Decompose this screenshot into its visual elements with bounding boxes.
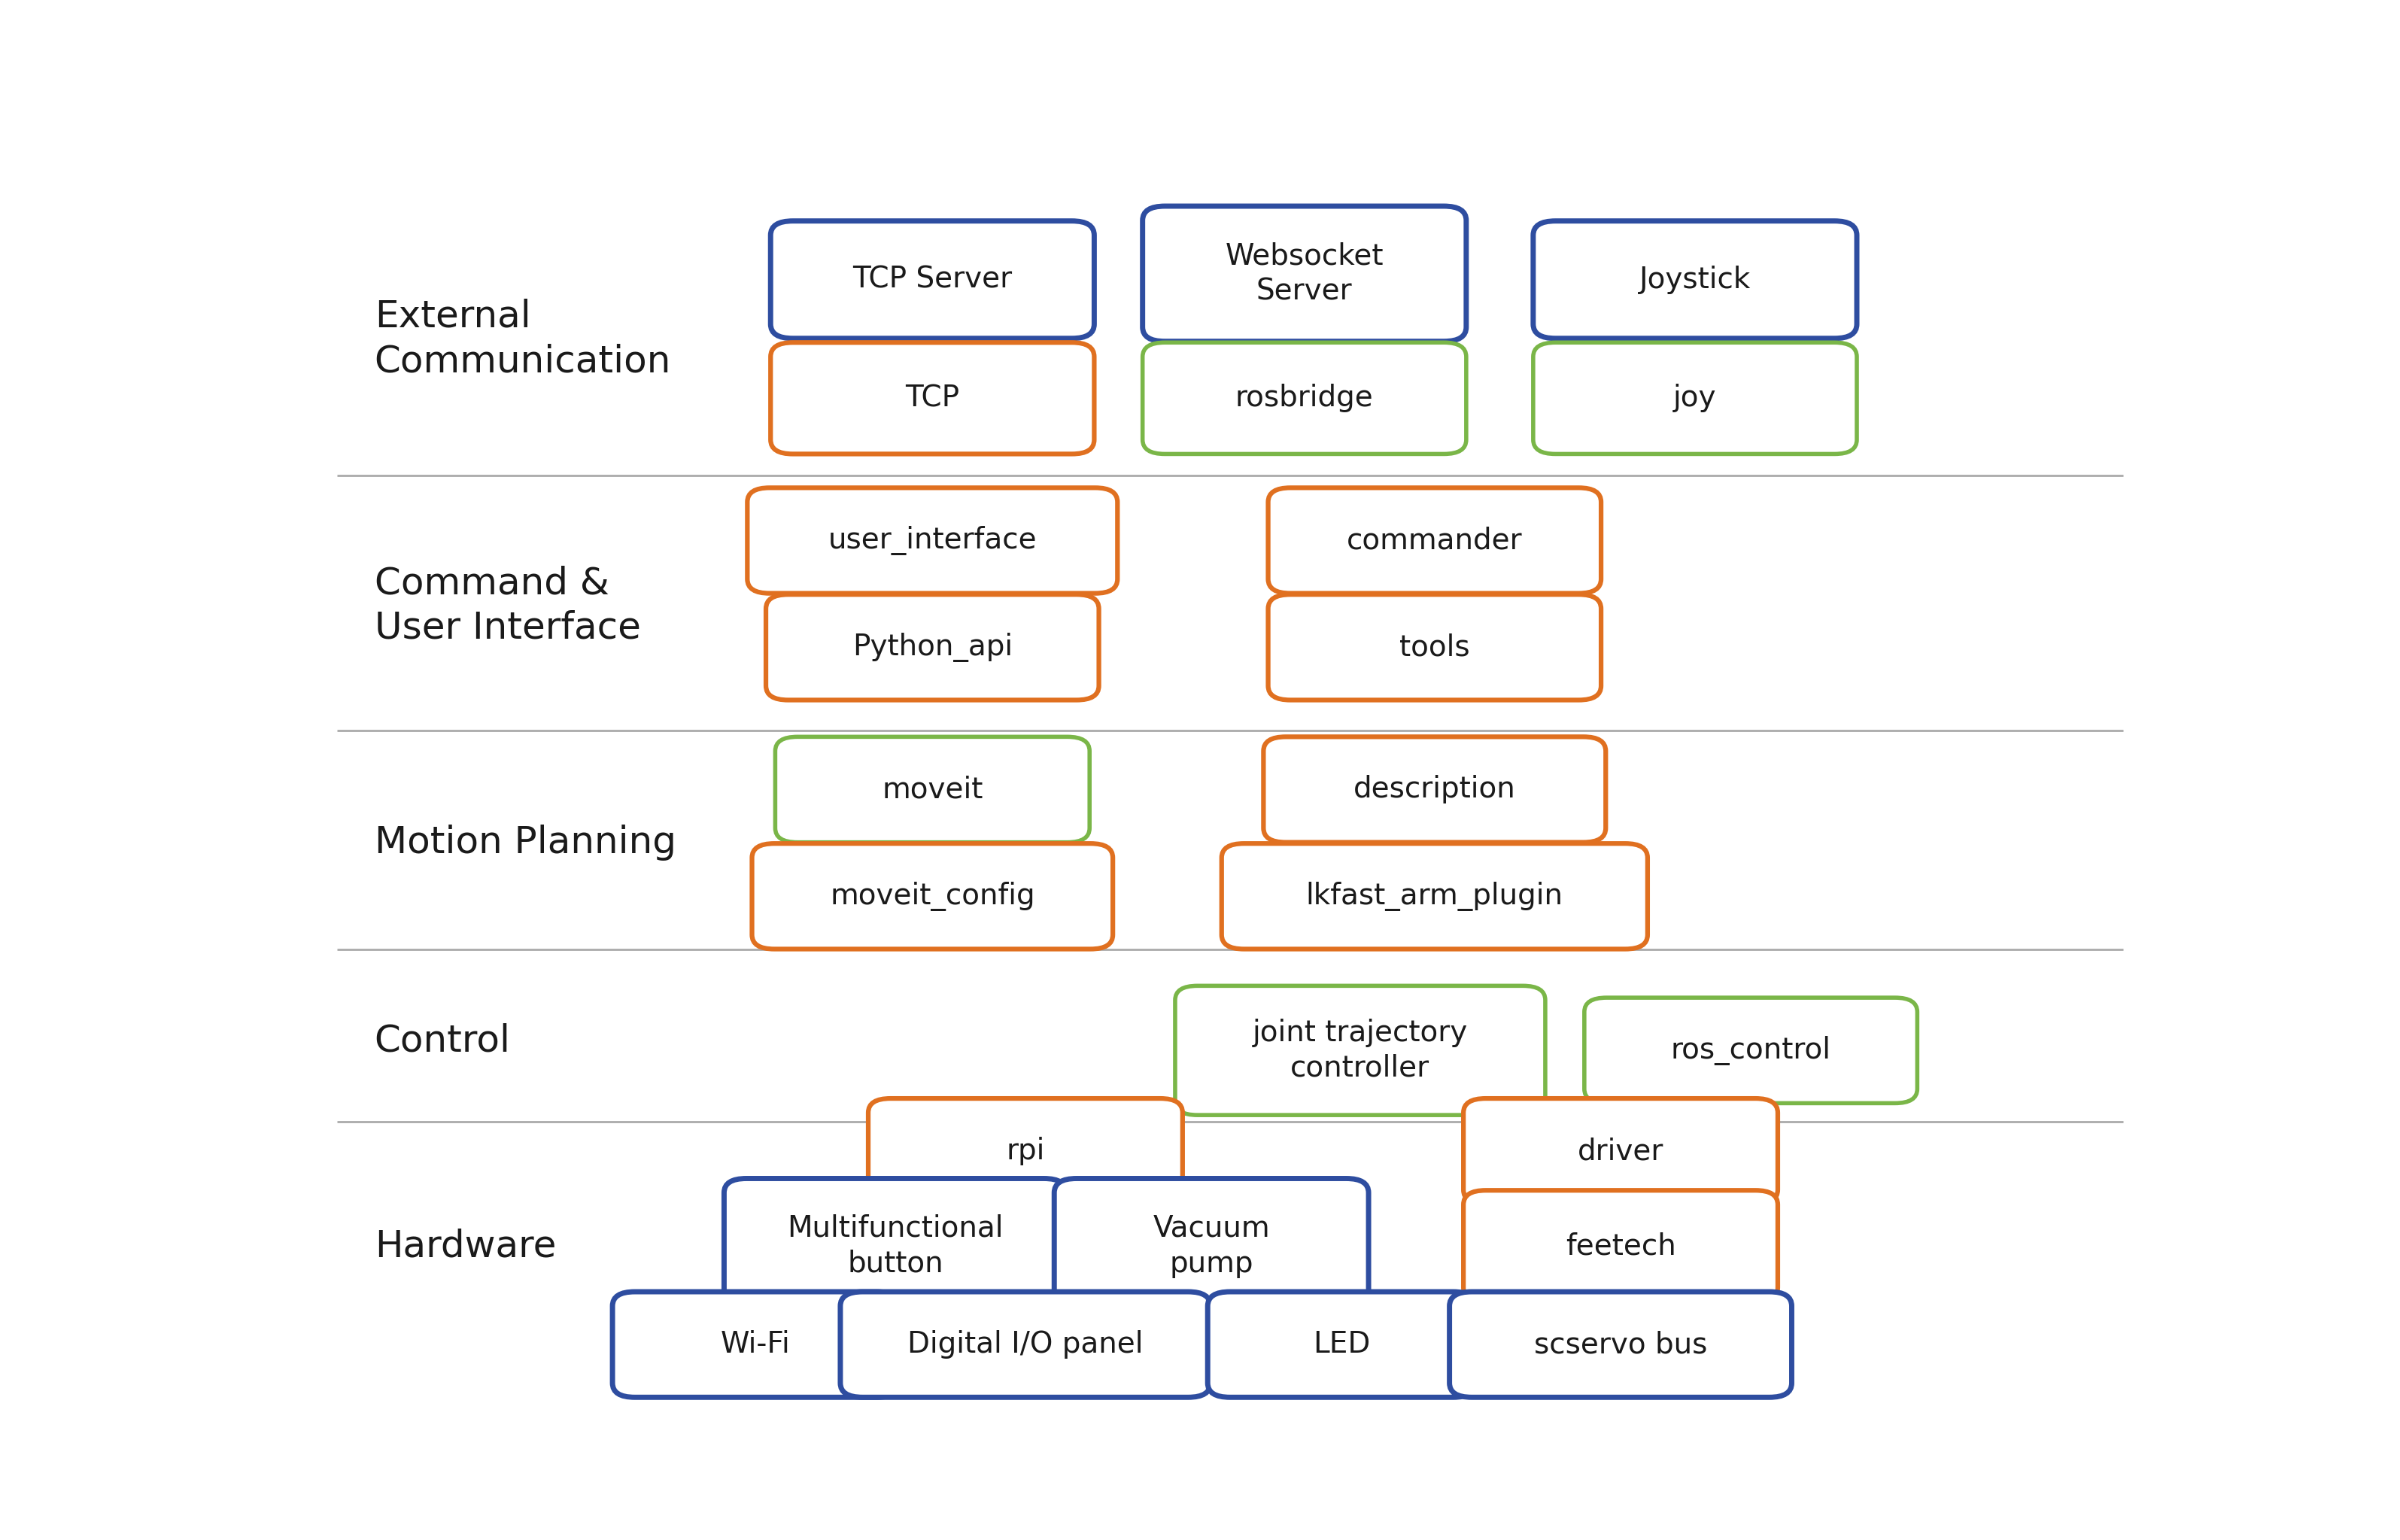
FancyBboxPatch shape (869, 1098, 1183, 1204)
Text: driver: driver (1577, 1137, 1663, 1166)
FancyBboxPatch shape (1262, 736, 1606, 842)
FancyBboxPatch shape (775, 736, 1090, 842)
Text: Joystick: Joystick (1639, 265, 1752, 294)
FancyBboxPatch shape (1142, 206, 1466, 342)
Text: Hardware: Hardware (374, 1227, 557, 1264)
Text: joint trajectory
controller: joint trajectory controller (1253, 1018, 1469, 1083)
Text: ros_control: ros_control (1670, 1036, 1831, 1066)
Text: moveit: moveit (881, 775, 984, 804)
FancyBboxPatch shape (1464, 1098, 1778, 1204)
FancyBboxPatch shape (840, 1292, 1210, 1397)
Text: commander: commander (1346, 527, 1522, 554)
Text: Control: Control (374, 1023, 511, 1060)
FancyBboxPatch shape (1054, 1178, 1368, 1314)
FancyBboxPatch shape (1534, 342, 1858, 454)
Text: scservo bus: scservo bus (1534, 1331, 1706, 1358)
FancyBboxPatch shape (1450, 1292, 1793, 1397)
FancyBboxPatch shape (770, 342, 1094, 454)
Text: lkfast_arm_plugin: lkfast_arm_plugin (1306, 881, 1562, 912)
FancyBboxPatch shape (1267, 488, 1601, 593)
Text: rosbridge: rosbridge (1236, 383, 1373, 413)
Text: Motion Planning: Motion Planning (374, 825, 677, 861)
FancyBboxPatch shape (1584, 998, 1918, 1103)
Text: rpi: rpi (1006, 1137, 1044, 1166)
FancyBboxPatch shape (751, 844, 1114, 949)
Text: tools: tools (1399, 633, 1469, 662)
Text: Vacuum
pump: Vacuum pump (1152, 1214, 1270, 1278)
Text: moveit_config: moveit_config (830, 881, 1034, 912)
FancyBboxPatch shape (725, 1178, 1066, 1314)
Text: TCP Server: TCP Server (852, 265, 1013, 294)
FancyBboxPatch shape (1207, 1292, 1476, 1397)
Text: Multifunctional
button: Multifunctional button (787, 1214, 1003, 1278)
Text: Websocket
Server: Websocket Server (1226, 242, 1382, 306)
FancyBboxPatch shape (1534, 220, 1858, 339)
Text: Wi-Fi: Wi-Fi (720, 1331, 790, 1358)
FancyBboxPatch shape (1464, 1190, 1778, 1301)
Text: LED: LED (1313, 1331, 1370, 1358)
Text: joy: joy (1673, 383, 1716, 413)
FancyBboxPatch shape (770, 220, 1094, 339)
Text: feetech: feetech (1565, 1232, 1675, 1260)
FancyBboxPatch shape (612, 1292, 900, 1397)
FancyBboxPatch shape (1222, 844, 1646, 949)
FancyBboxPatch shape (746, 488, 1118, 593)
Text: Python_api: Python_api (852, 633, 1013, 662)
FancyBboxPatch shape (1267, 594, 1601, 701)
Text: Digital I/O panel: Digital I/O panel (907, 1331, 1142, 1358)
FancyBboxPatch shape (1176, 986, 1546, 1115)
FancyBboxPatch shape (766, 594, 1099, 701)
Text: user_interface: user_interface (828, 525, 1037, 556)
Text: External
Communication: External Communication (374, 299, 672, 379)
Text: TCP: TCP (905, 383, 960, 413)
FancyBboxPatch shape (1142, 342, 1466, 454)
Text: Command &
User Interface: Command & User Interface (374, 565, 641, 647)
Text: description: description (1354, 775, 1517, 804)
